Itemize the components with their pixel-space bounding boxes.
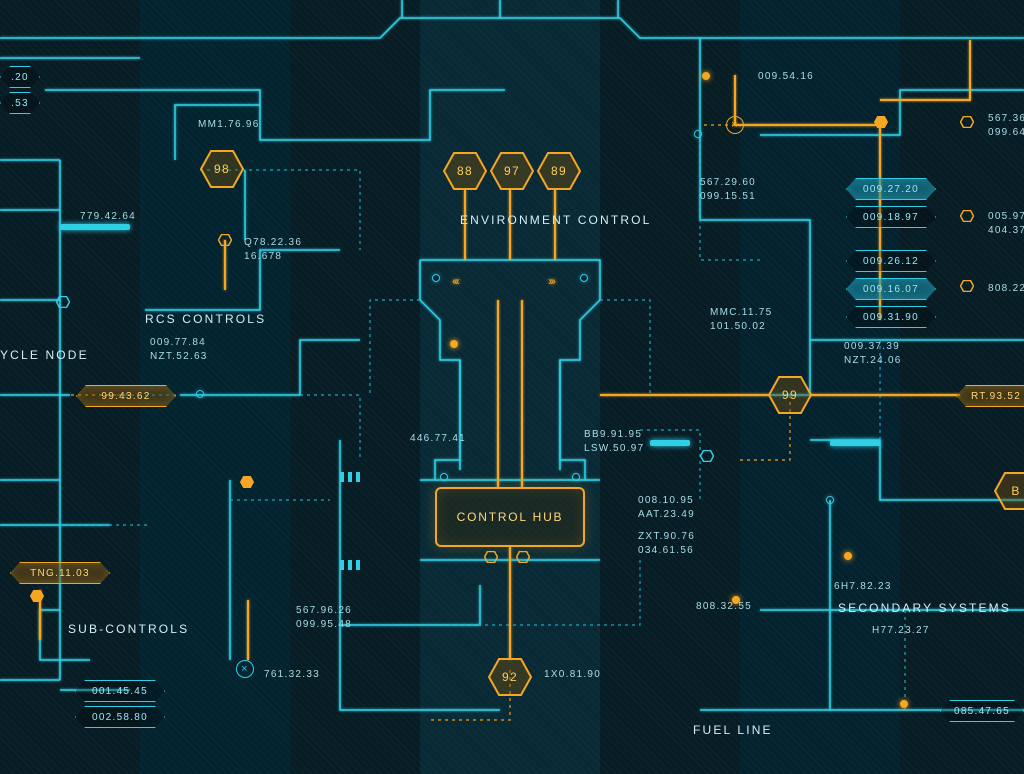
hex-node-97[interactable]: 97	[490, 152, 534, 190]
bar-indicator	[650, 440, 690, 446]
hex-icon	[56, 296, 70, 308]
label-5672960: 567.29.60 099.15.51	[700, 176, 756, 203]
node-dot	[702, 72, 710, 80]
label-mmc1175: MMC.11.75 101.50.02	[710, 306, 772, 333]
hex-node-98[interactable]: 98	[200, 150, 244, 188]
pill-0014545[interactable]: 001.45.45	[75, 680, 165, 702]
label-7613233: 761.32.33	[264, 668, 320, 682]
pill-0092612[interactable]: 009.26.12	[846, 250, 936, 272]
pill-994362[interactable]: 99.43.62	[76, 385, 176, 407]
hex-icon	[516, 551, 530, 563]
tick-icon	[356, 560, 360, 570]
hex-icon	[960, 210, 974, 222]
label-6h78223: 6H7.82.23	[834, 580, 892, 594]
section-fuel-line: FUEL LINE	[693, 723, 773, 737]
hex-node-98-label: 98	[214, 162, 230, 176]
pill-0092720[interactable]: 009.27.20	[846, 178, 936, 200]
section-sub-controls: SUB-CONTROLS	[68, 622, 189, 636]
node-dot	[732, 596, 740, 604]
tick-icon	[348, 560, 352, 570]
hex-node-97-label: 97	[504, 164, 520, 178]
section-rcs-controls: RCS CONTROLS	[145, 312, 266, 326]
pill-0854765[interactable]: 085.47.65	[940, 700, 1024, 722]
label-1x08190: 1X0.81.90	[544, 668, 601, 682]
tick-icon	[340, 472, 344, 482]
node-dot	[572, 473, 580, 481]
tick-icon	[348, 472, 352, 482]
close-icon: ×	[726, 116, 744, 134]
hex-icon	[700, 450, 714, 462]
pill-0091897[interactable]: 009.18.97	[846, 206, 936, 228]
pill-0091607[interactable]: 009.16.07	[846, 278, 936, 300]
label-5679626: 567.96.26 099.95.48	[296, 604, 352, 631]
hex-node-99[interactable]: 99	[768, 376, 812, 414]
label-0097784: 009.77.84 NZT.52.63	[150, 336, 208, 363]
bar-indicator	[60, 224, 130, 230]
node-dot	[900, 700, 908, 708]
label-mm17696: MM1.76.96	[198, 118, 260, 132]
label-0095416: 009.54.16	[758, 70, 814, 84]
hex-node-92[interactable]: 92	[488, 658, 532, 696]
label-4467741: 446.77.41	[410, 432, 466, 446]
hex-icon	[484, 551, 498, 563]
label-7794264: 779.42.64	[80, 210, 136, 224]
hex-node-b[interactable]: B	[994, 472, 1024, 510]
chevron-left-icon: ‹‹‹	[452, 274, 458, 288]
bar-indicator	[830, 440, 880, 446]
label-8083255: 808.32.55	[696, 600, 752, 614]
node-dot	[844, 552, 852, 560]
hex-icon	[960, 116, 974, 128]
label-zxt9076: ZXT.90.76 034.61.56	[638, 530, 695, 557]
tick-icon	[356, 472, 360, 482]
label-00597: 005.97.. 404.37..	[988, 210, 1024, 237]
label-q782236: Q78.22.36 16.678	[244, 236, 302, 263]
hex-node-89[interactable]: 89	[537, 152, 581, 190]
label-56736: 567.36.. 099.64..	[988, 112, 1024, 139]
hex-icon	[30, 590, 44, 602]
pill-tng1103[interactable]: TNG.11.03	[10, 562, 110, 584]
control-hub-label: CONTROL HUB	[457, 510, 564, 524]
section-cycle-node: YCLE NODE	[0, 348, 89, 362]
hex-node-88-label: 88	[457, 164, 473, 178]
node-dot	[826, 496, 834, 504]
hex-icon	[218, 234, 232, 246]
hex-node-88[interactable]: 88	[443, 152, 487, 190]
chevron-right-icon: ›››	[548, 274, 554, 288]
tick-icon	[340, 560, 344, 570]
node-dot	[694, 130, 702, 138]
hex-node-92-label: 92	[502, 670, 518, 684]
hex-node-b-label: B	[1011, 484, 1020, 498]
close-icon: ×	[236, 660, 254, 678]
node-dot	[450, 340, 458, 348]
label-h772327: H77.23.27	[872, 624, 930, 638]
hex-icon	[874, 116, 888, 128]
hex-icon	[240, 476, 254, 488]
pill-0093190[interactable]: 009.31.90	[846, 306, 936, 328]
node-dot	[432, 274, 440, 282]
node-dot	[196, 390, 204, 398]
hex-node-89-label: 89	[551, 164, 567, 178]
node-dot	[580, 274, 588, 282]
hex-node-99-label: 99	[782, 388, 798, 402]
pill-rt9352[interactable]: RT.93.52	[956, 385, 1024, 407]
hex-icon	[960, 280, 974, 292]
section-environment-control: ENVIRONMENT CONTROL	[460, 213, 652, 227]
pill-0025880[interactable]: 002.58.80	[75, 706, 165, 728]
section-secondary-systems: SECONDARY SYSTEMS	[838, 601, 1011, 615]
node-dot	[440, 473, 448, 481]
label-80822: 808.22..	[988, 282, 1024, 296]
label-0081095: 008.10.95 AAT.23.49	[638, 494, 695, 521]
label-0093739: 009.37.39 NZT.24.06	[844, 340, 902, 367]
control-hub-panel[interactable]: CONTROL HUB	[435, 487, 585, 547]
label-bb99195: BB9.91.95 LSW.50.97	[584, 428, 644, 455]
